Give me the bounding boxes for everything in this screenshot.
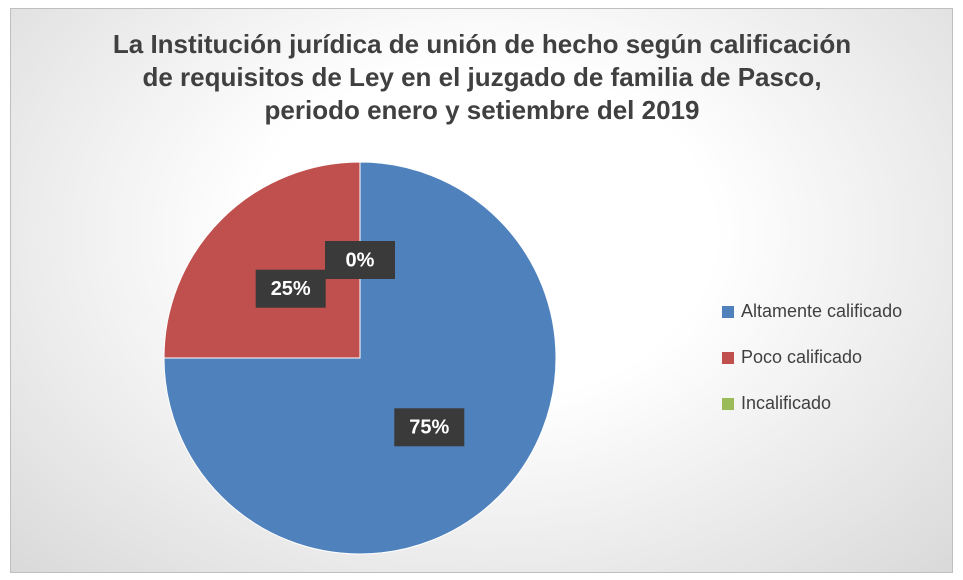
data-label-box	[394, 408, 465, 447]
legend-label: Incalificado	[741, 393, 831, 413]
pie-slice	[163, 161, 361, 359]
legend-label: Altamente calificado	[741, 301, 902, 321]
legend-swatch	[722, 352, 734, 364]
data-label-box	[255, 269, 326, 308]
data-label: 0%	[346, 249, 375, 271]
data-label-box	[325, 241, 395, 279]
pie-slice	[163, 161, 557, 555]
data-label: 25%	[271, 278, 311, 300]
legend-swatch	[722, 306, 734, 318]
chart-title: La Institución jurídica de unión de hech…	[112, 29, 852, 125]
legend-swatch	[722, 398, 734, 410]
data-label: 75%	[409, 417, 449, 439]
legend-label: Poco calificado	[741, 347, 862, 367]
